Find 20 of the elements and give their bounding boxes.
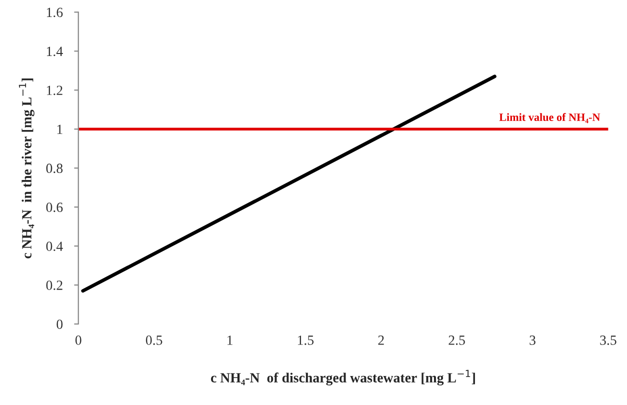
y-axis-title: c NH₄-N in the river [mg L$^{−1}$] xyxy=(18,78,34,258)
y-tick-label: 0.2 xyxy=(46,280,62,290)
y-tick-label: 0.8 xyxy=(46,164,63,174)
y-tick-label: 0 xyxy=(56,320,63,329)
x-tick-label: 0 xyxy=(75,336,82,345)
y-tick-label: 1.6 xyxy=(46,8,63,18)
x-tick-label: 0.5 xyxy=(146,336,162,345)
y-tick-label: 1 xyxy=(57,124,62,134)
ref-line-label: Limit value of NH₄-N xyxy=(499,113,600,124)
x-tick-label: 2 xyxy=(378,336,384,345)
x-tick-label: 1.5 xyxy=(298,336,314,345)
x-tick-label: 2.5 xyxy=(448,336,465,345)
y-tick-label: 1.4 xyxy=(46,46,63,56)
y-tick-label: 0.4 xyxy=(46,242,63,252)
y-tick-label: 0.6 xyxy=(46,202,63,212)
y-tick-label: 1.2 xyxy=(46,86,62,96)
x-tick-label: 3 xyxy=(530,336,536,345)
x-axis-title: c NH₄-N of discharged wastewater [mg L$^{−1}$] xyxy=(210,370,475,386)
x-tick-label: 3.5 xyxy=(600,336,616,345)
x-tick-label: 1 xyxy=(228,336,232,345)
